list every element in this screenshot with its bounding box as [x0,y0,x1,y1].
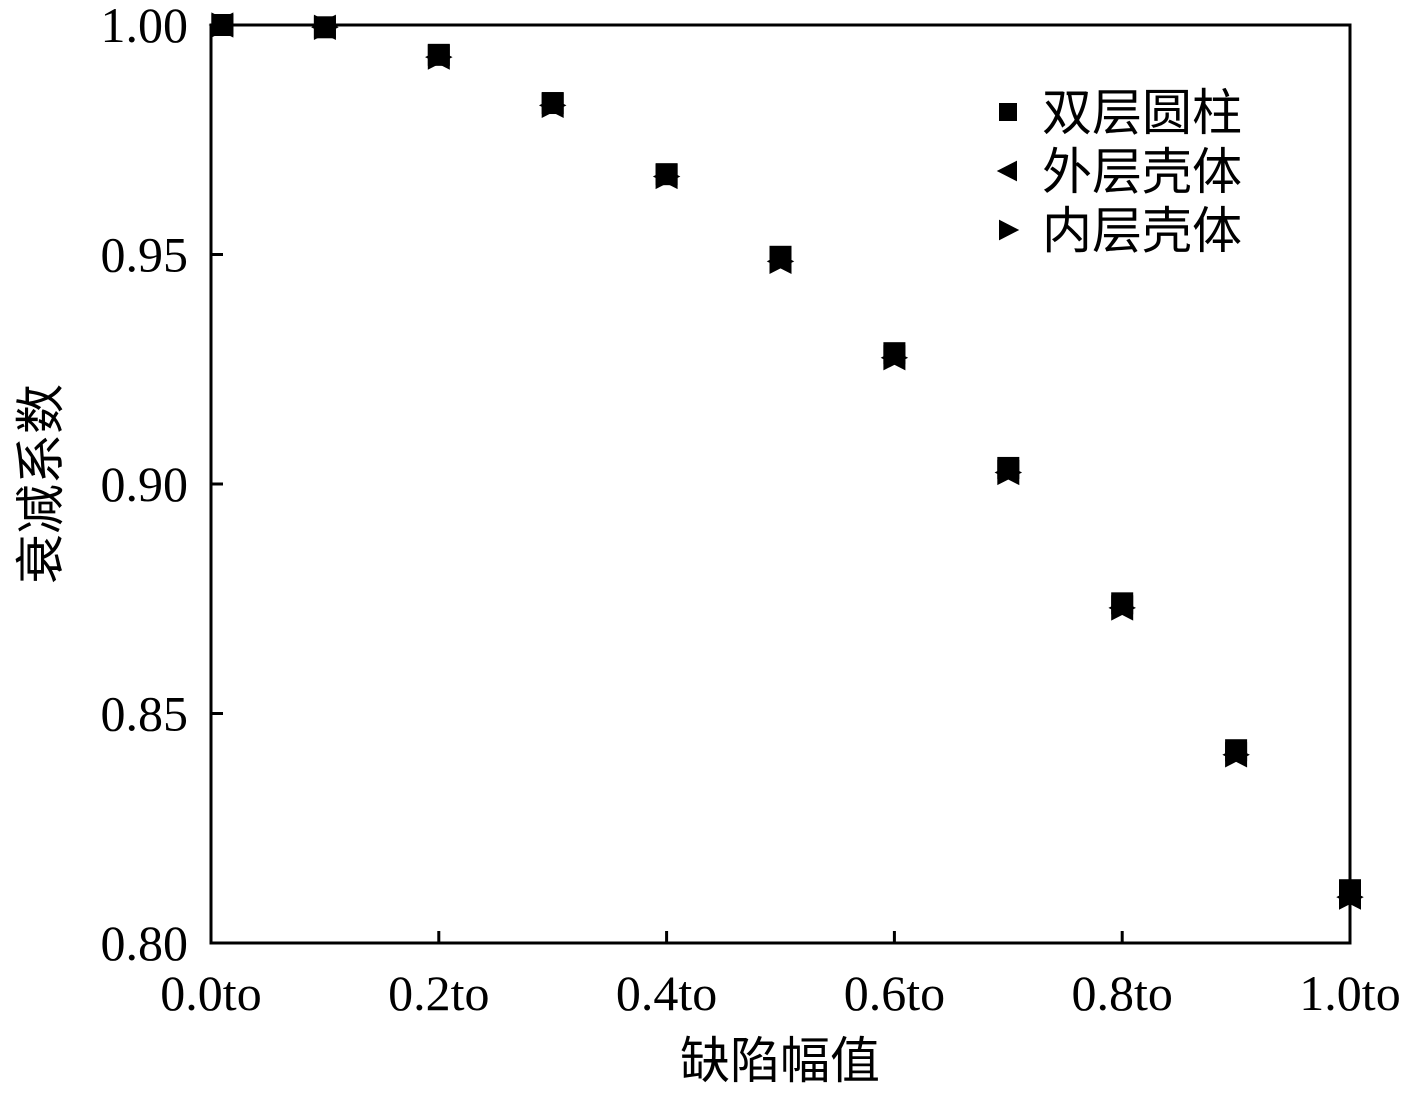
y-tick-label: 0.90 [101,456,189,512]
legend-label: 内层壳体 [1042,202,1242,260]
legend-marker-square [999,103,1017,121]
triangle-right-point [1111,595,1136,621]
x-tick-label: 0.6to [844,965,945,1021]
triangle-right-point [427,44,453,70]
plot-area [208,12,1364,910]
triangle-right-point [655,163,681,190]
x-tick-label: 0.8to [1071,965,1172,1021]
legend-label: 双层圆柱 [1042,84,1242,142]
y-tick-label: 1.00 [101,0,189,53]
x-tick-label: 1.0to [1299,965,1400,1021]
triangle-right-point [541,92,567,118]
legend-marker-triangle-left [996,160,1017,182]
y-tick-label: 0.85 [101,686,189,742]
x-axis-label: 缺陷幅值 [680,1032,880,1090]
x-tick-label: 0.2to [388,965,489,1021]
legend-marker-triangle-right [999,219,1020,241]
axes: 0.0to 0.2to 0.4to 0.6to 0.8to 1.0to 0.80 0.85 0.… [101,0,1401,1021]
legend-label: 外层壳体 [1042,143,1242,201]
triangle-right-point [1225,742,1250,768]
triangle-right-point [883,345,909,371]
triangle-right-point [769,248,795,275]
x-tick-label: 0.0to [160,965,261,1021]
x-tick-label: 0.4to [616,965,717,1021]
triangle-right-point [997,459,1023,486]
y-axis-label: 衰减系数 [12,384,70,584]
y-tick-label: 0.80 [101,915,189,971]
y-tick-label: 0.95 [101,227,189,283]
triangle-right-point [313,14,339,40]
